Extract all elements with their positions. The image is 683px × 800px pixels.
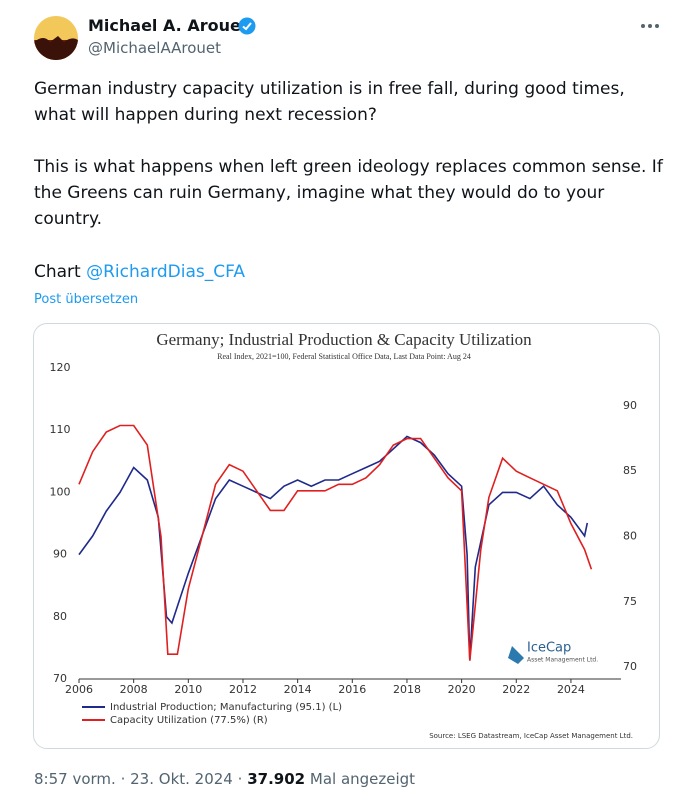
separator: · (237, 770, 243, 788)
y2-tick-label: 70 (623, 660, 637, 673)
time[interactable]: 8:57 vorm. (34, 770, 116, 788)
series-line (78, 435, 589, 661)
separator: · (120, 770, 126, 788)
chart-title: Germany; Industrial Production & Capacit… (156, 330, 532, 349)
x-tick-label: 2016 (338, 683, 366, 696)
more-menu[interactable] (640, 22, 660, 30)
logo-tagline: Asset Management Ltd. (527, 657, 598, 664)
logo-name: IceCap (527, 641, 571, 656)
translate-link[interactable]: Post übersetzen (34, 292, 139, 307)
views-suffix: Mal angezeigt (309, 770, 416, 788)
x-tick-label: 2012 (229, 683, 257, 696)
x-tick-label: 2022 (502, 683, 530, 696)
x-tick-label: 2024 (557, 683, 585, 696)
credit-prefix: Chart (34, 262, 81, 282)
x-tick-label: 2008 (120, 683, 148, 696)
author-name[interactable]: Michael A. Arouet (88, 16, 249, 35)
legend-label: Industrial Production; Manufacturing (95… (110, 702, 342, 713)
logo-icon (508, 646, 524, 664)
y-tick-label: 80 (53, 610, 67, 623)
y-tick-label: 120 (50, 361, 71, 374)
y-tick-label: 100 (50, 485, 71, 498)
paragraph: This is what happens when left green ide… (34, 157, 663, 229)
x-tick-label: 2018 (393, 683, 421, 696)
y2-tick-label: 85 (623, 464, 637, 477)
y-tick-label: 90 (53, 548, 67, 561)
avatar[interactable] (34, 16, 78, 60)
chart-subtitle: Real Index, 2021=100, Federal Statistica… (217, 352, 471, 361)
tweet-meta: 8:57 vorm. · 23. Okt. 2024 · 37.902 Mal … (34, 770, 415, 788)
paragraph: German industry capacity utilization is … (34, 79, 625, 125)
legend-label: Capacity Utilization (77.5%) (R) (110, 715, 268, 726)
x-tick-label: 2010 (174, 683, 202, 696)
y-tick-label: 70 (53, 672, 67, 685)
series-line (78, 424, 593, 661)
verified-badge (238, 17, 256, 35)
date[interactable]: 23. Okt. 2024 (130, 770, 233, 788)
y2-tick-label: 90 (623, 399, 637, 412)
x-tick-label: 2014 (284, 683, 312, 696)
x-tick-label: 2006 (65, 683, 93, 696)
media-card[interactable]: Germany; Industrial Production & Capacit… (33, 323, 660, 749)
author-handle[interactable]: @MichaelAArouet (88, 39, 222, 57)
y2-tick-label: 80 (623, 530, 637, 543)
y-tick-label: 110 (50, 423, 71, 436)
source: Source: LSEG Datastream, IceCap Asset Ma… (429, 732, 633, 740)
tweet-text: German industry capacity utilization is … (34, 76, 664, 258)
credit: Chart @RichardDias_CFA (34, 262, 245, 282)
chart: Germany; Industrial Production & Capacit… (50, 330, 638, 740)
views: 37.902 (247, 770, 306, 788)
y2-tick-label: 75 (623, 595, 637, 608)
x-tick-label: 2020 (448, 683, 476, 696)
mention[interactable]: @RichardDias_CFA (86, 262, 245, 282)
